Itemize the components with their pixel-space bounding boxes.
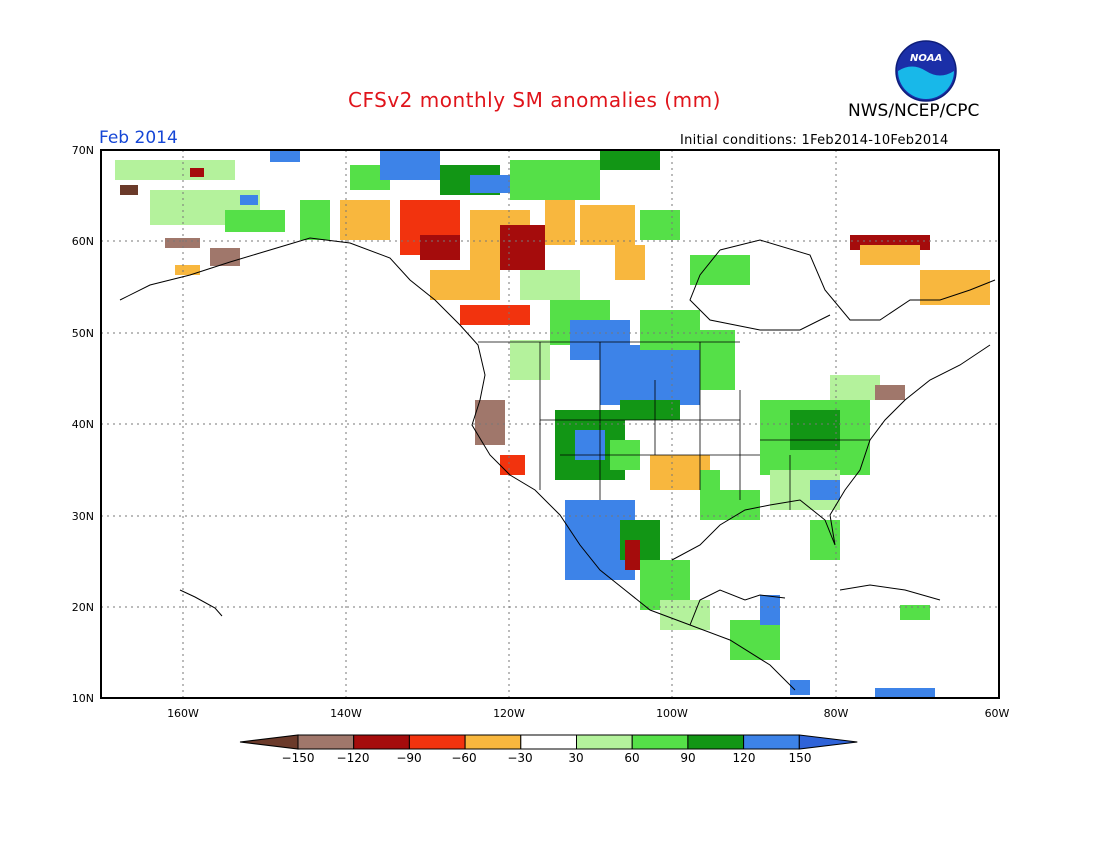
lat-label: 60N [72, 235, 94, 248]
lat-label: 10N [72, 692, 94, 705]
longitude-labels: 160W 140W 120W 100W 80W 60W [167, 707, 1009, 720]
legend-swatch [353, 734, 410, 750]
legend-tick-label: −30 [507, 751, 532, 765]
legend-arrow-low [239, 734, 299, 750]
lon-label: 60W [985, 707, 1010, 720]
legend-tick-label: −120 [337, 751, 370, 765]
legend-tick-label: −90 [396, 751, 421, 765]
month-label: Feb 2014 [99, 128, 178, 148]
lat-label: 50N [72, 327, 94, 340]
legend-swatch [576, 734, 633, 750]
lon-label: 140W [330, 707, 362, 720]
initial-conditions-label: Initial conditions: 1Feb2014-10Feb2014 [680, 133, 949, 148]
lat-label: 30N [72, 510, 94, 523]
latitude-labels: 70N 60N 50N 40N 30N 20N 10N [72, 144, 94, 705]
legend-tick-label: 30 [568, 751, 583, 765]
lat-label: 40N [72, 418, 94, 431]
lat-label: 20N [72, 601, 94, 614]
legend-swatch [743, 734, 800, 750]
lon-label: 160W [167, 707, 199, 720]
legend-arrow-high [798, 734, 858, 750]
chart-title: CFSv2 monthly SM anomalies (mm) [348, 88, 721, 112]
coastlines [119, 237, 996, 691]
legend-tick-labels: −150 −120 −90 −60 −30 30 60 90 120 150 [282, 751, 812, 765]
legend-tick-label: −150 [282, 751, 315, 765]
agency-label: NWS/NCEP/CPC [848, 101, 980, 121]
anomaly-cells [115, 150, 990, 698]
legend-swatch [631, 734, 689, 750]
legend-tick-label: 150 [789, 751, 812, 765]
map-frame [100, 149, 1000, 699]
legend-swatch [520, 734, 577, 750]
legend-swatch [297, 734, 355, 750]
legend-tick-label: 120 [733, 751, 756, 765]
lon-label: 100W [656, 707, 688, 720]
legend-swatch [408, 734, 466, 750]
legend-swatch [687, 734, 745, 750]
lon-label: 80W [824, 707, 849, 720]
legend-tick-label: −60 [451, 751, 476, 765]
map-grid [101, 150, 999, 698]
lat-label: 70N [72, 144, 94, 157]
political-borders [478, 341, 870, 510]
legend-swatch [464, 734, 522, 750]
logo-text: NOAA [910, 53, 943, 64]
color-legend [239, 734, 858, 750]
legend-tick-label: 90 [680, 751, 695, 765]
lon-label: 120W [493, 707, 525, 720]
noaa-logo: NOAA [895, 40, 957, 102]
legend-tick-label: 60 [624, 751, 639, 765]
